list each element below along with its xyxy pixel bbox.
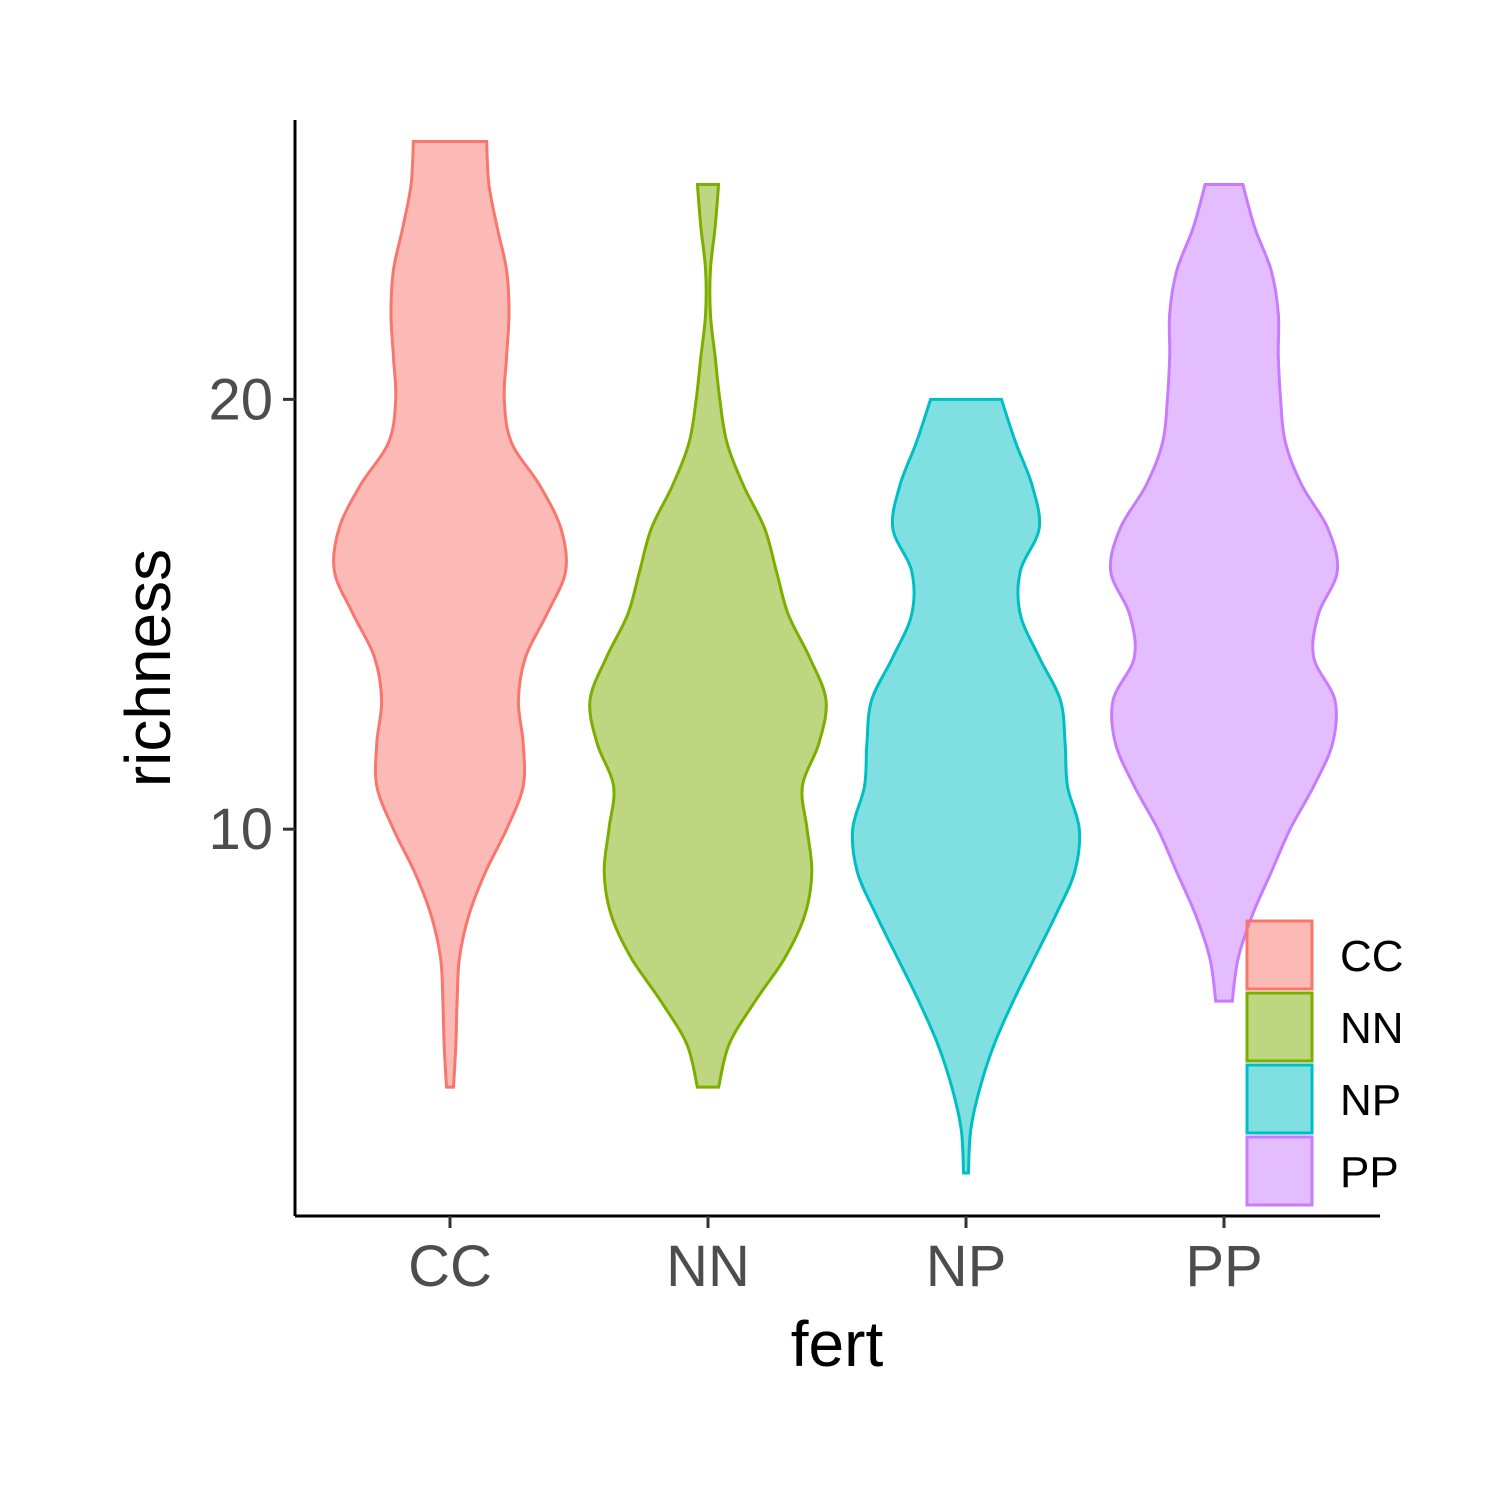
- y-tick-label: 20: [208, 367, 273, 432]
- legend-key-cc: [1245, 919, 1314, 991]
- x-tick-label: CC: [408, 1234, 492, 1299]
- x-axis-title: fert: [791, 1308, 884, 1380]
- legend-key-pp: [1245, 1135, 1314, 1207]
- violin-cc: [332, 140, 568, 1089]
- x-tick-label: NP: [926, 1234, 1007, 1299]
- y-axis-title: richness: [112, 549, 184, 787]
- legend-key-np: [1245, 1063, 1314, 1135]
- violin-np: [850, 397, 1082, 1175]
- legend-label-cc: CC: [1340, 932, 1404, 981]
- x-axis-ticks: CC NN NP PP: [408, 1216, 1263, 1299]
- y-axis-ticks: 10 20: [208, 367, 295, 862]
- violin-nn: [588, 183, 828, 1089]
- violin-layer: [332, 140, 1340, 1175]
- legend-label-np: NP: [1340, 1076, 1401, 1125]
- legend: CC NN NP PP: [1245, 919, 1404, 1207]
- legend-label-nn: NN: [1340, 1004, 1404, 1053]
- x-tick-label: NN: [666, 1234, 750, 1299]
- legend-key-nn: [1245, 991, 1314, 1063]
- y-tick-label: 10: [208, 797, 273, 862]
- violin-pp: [1108, 183, 1340, 1003]
- x-tick-label: PP: [1185, 1234, 1262, 1299]
- legend-label-pp: PP: [1340, 1148, 1399, 1197]
